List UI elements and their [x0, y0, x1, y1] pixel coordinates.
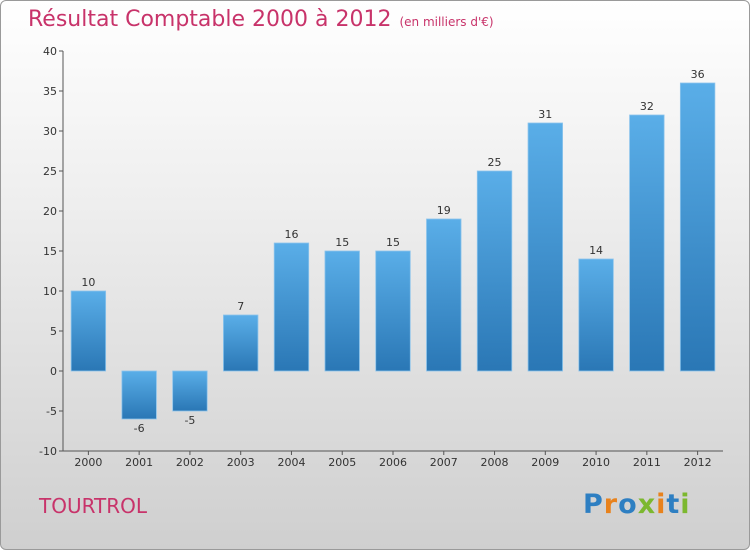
y-tick-label: -5: [46, 405, 57, 418]
x-tick-label: 2003: [227, 456, 255, 469]
chart-axes: -10 -5 0 5 10 15 20 25 30 35 40: [39, 45, 723, 458]
data-label: 7: [237, 300, 244, 313]
bar: [223, 314, 259, 372]
x-tick-label: 2006: [379, 456, 407, 469]
chart-labels: 2000 10 2001 -6 2002 -5 2003 7 2004 16 2005 15 2006 1…: [74, 68, 711, 469]
logo-letter: t: [666, 489, 681, 520]
logo-letter: i: [680, 489, 691, 520]
chart-subtitle: (en milliers d'€): [399, 15, 494, 29]
y-tick-label: 35: [43, 85, 57, 98]
x-tick-label: 2012: [684, 456, 712, 469]
logo-letter: r: [603, 489, 619, 520]
chart-title: Résultat Comptable 2000 à 2012 (en millie…: [28, 7, 494, 32]
bar: [273, 242, 310, 372]
bar: [70, 290, 107, 372]
y-tick-label: 30: [43, 125, 57, 138]
logo-letter: P: [583, 489, 604, 520]
logo-letter: o: [618, 489, 638, 520]
y-tick-label: 20: [43, 205, 57, 218]
bar: [375, 250, 411, 372]
logo-letter: x: [637, 489, 657, 520]
data-label: -6: [134, 422, 145, 435]
y-tick-label: 5: [50, 325, 57, 338]
chart-title-text: Résultat Comptable 2000 à 2012: [28, 7, 392, 32]
data-label: -5: [184, 414, 195, 427]
data-label: 32: [640, 100, 654, 113]
data-label: 14: [589, 244, 603, 257]
logo-letter: i: [656, 489, 667, 520]
data-label: 15: [335, 236, 349, 249]
data-label: 36: [691, 68, 705, 81]
place-name: TOURTROL: [39, 494, 148, 518]
y-tick-label: 15: [43, 245, 57, 258]
bar: [629, 114, 665, 372]
y-tick-label: -10: [39, 445, 57, 458]
data-label: 31: [538, 108, 552, 121]
data-label: 15: [386, 236, 400, 249]
x-tick-label: 2002: [176, 456, 204, 469]
x-tick-label: 2009: [531, 456, 559, 469]
x-tick-label: 2000: [74, 456, 102, 469]
data-label: 10: [81, 276, 95, 289]
x-tick-label: 2008: [481, 456, 509, 469]
x-tick-label: 2005: [328, 456, 356, 469]
x-tick-label: 2004: [277, 456, 305, 469]
bar: [578, 258, 614, 372]
bar: [324, 250, 360, 372]
y-tick-label: 25: [43, 165, 57, 178]
bar: [527, 122, 563, 372]
x-tick-label: 2001: [125, 456, 153, 469]
bar: [679, 82, 716, 372]
data-label: 25: [488, 156, 502, 169]
x-tick-label: 2007: [430, 456, 458, 469]
y-tick-label: 40: [43, 45, 57, 58]
bar: [476, 170, 513, 372]
y-tick-label: 0: [50, 365, 57, 378]
x-tick-label: 2010: [582, 456, 610, 469]
bar: [121, 370, 157, 420]
data-label: 19: [437, 204, 451, 217]
bar: [426, 218, 462, 372]
x-tick-label: 2011: [633, 456, 661, 469]
proxiti-logo[interactable]: Proxiti: [583, 489, 691, 520]
chart-bars: [70, 82, 716, 420]
bar: [172, 370, 208, 412]
data-label: 16: [284, 228, 298, 241]
y-tick-label: 10: [43, 285, 57, 298]
